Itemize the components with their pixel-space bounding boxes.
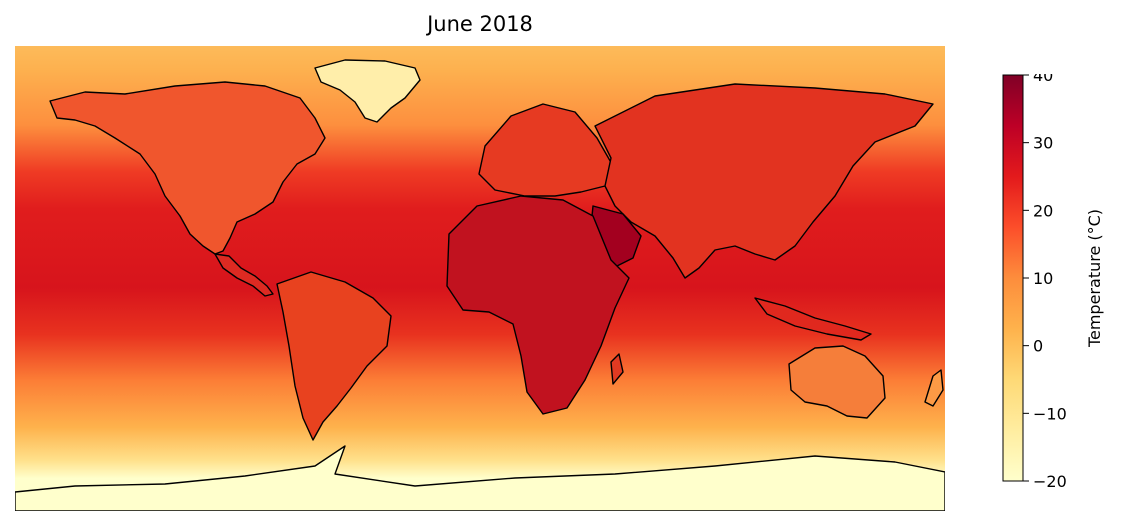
central-america [214, 253, 274, 297]
maritime-continent [754, 297, 872, 341]
greenland [314, 59, 421, 123]
colorbar-tick-label: 40 [1033, 74, 1053, 85]
colorbar-tick-label: −10 [1033, 404, 1067, 423]
africa [446, 195, 630, 415]
madagascar [610, 353, 624, 385]
colorbar-ramp [1002, 74, 1024, 482]
colorbar-tick-label: 20 [1033, 201, 1053, 220]
colorbar-tick-label: 0 [1033, 337, 1043, 356]
map-title: June 2018 [427, 12, 533, 36]
colorbar: −20 −10 0 10 20 30 40 Temperature (°C) [1000, 66, 1110, 494]
colorbar-svg: −20 −10 0 10 20 30 40 Temperature (°C) [1002, 66, 1104, 491]
antarctica [15, 445, 945, 511]
australia [788, 345, 886, 419]
colorbar-tick-label: 10 [1033, 269, 1053, 288]
colorbar-tick-label: −20 [1033, 472, 1067, 491]
colorbar-label: Temperature (°C) [1085, 209, 1104, 348]
colorbar-ticks: −20 −10 0 10 20 30 40 [1023, 66, 1067, 491]
north-america [49, 81, 326, 255]
south-america [276, 271, 392, 441]
asia [594, 83, 934, 279]
temperature-map [15, 46, 945, 511]
new-zealand [924, 369, 944, 407]
colorbar-tick-label: 30 [1033, 134, 1053, 153]
